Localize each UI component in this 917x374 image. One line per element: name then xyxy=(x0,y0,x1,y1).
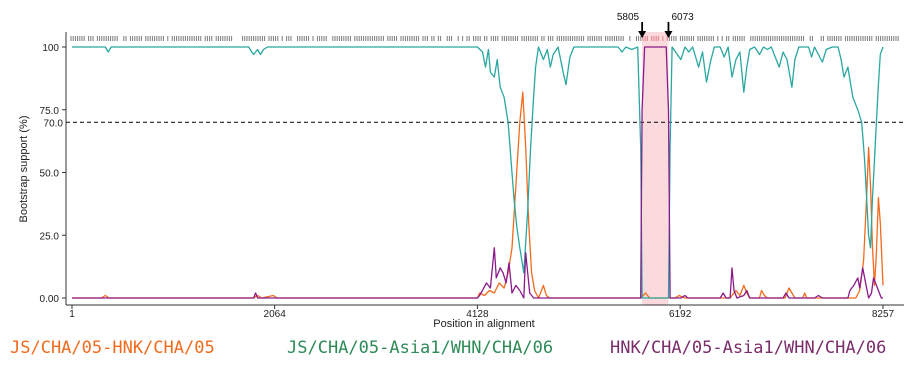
y-tick-label: 75.0 xyxy=(40,106,60,117)
legend: JS/CHA/05-HNK/CHA/05 JS/CHA/05-Asia1/WHN… xyxy=(0,338,917,368)
threshold-label: 70.0 xyxy=(44,118,64,129)
bootstrap-chart: 0.00 25.0 50.0 75.0 100 1 2064 4128 6192 8257 58… xyxy=(18,12,904,330)
axes-layer xyxy=(65,32,904,306)
highlight-band-layer xyxy=(642,32,669,305)
y-tick-label: 50.0 xyxy=(40,169,60,180)
series-line-3 xyxy=(72,46,883,299)
breakpoint-layer: 5805 6073 xyxy=(617,12,694,38)
breakpoint-label: 6073 xyxy=(671,12,694,23)
breakpoint-arrow-head xyxy=(638,31,647,38)
x-axis-label: Position in alignment xyxy=(433,318,535,330)
x-tick-label: 8257 xyxy=(872,309,895,320)
y-tick-layer: 0.00 25.0 50.0 75.0 100 xyxy=(40,43,66,305)
recombination-region-band xyxy=(642,32,669,305)
x-tick-label: 2064 xyxy=(264,309,287,320)
x-tick-label: 1 xyxy=(69,309,75,320)
plot-area-background xyxy=(66,32,904,305)
x-tick-layer: 1 2064 4128 6192 8257 xyxy=(69,305,895,320)
legend-item-series-3: HNK/CHA/05-Asia1/WHN/CHA/06 xyxy=(610,338,887,358)
breakpoint-arrow-head xyxy=(664,31,673,38)
y-tick-label: 0.00 xyxy=(40,294,60,305)
y-axis-label: Bootstrap support (%) xyxy=(18,116,30,223)
x-tick-label: 4128 xyxy=(466,309,489,320)
series-line-2 xyxy=(72,46,884,299)
informative-sites-strip xyxy=(70,36,899,41)
y-tick-label: 25.0 xyxy=(40,231,60,242)
breakpoint-label: 5805 xyxy=(617,12,640,23)
legend-item-series-1: JS/CHA/05-HNK/CHA/05 xyxy=(10,338,215,358)
y-tick-label: 100 xyxy=(42,43,59,54)
series-layer xyxy=(72,46,884,299)
legend-item-series-2: JS/CHA/05-Asia1/WHN/CHA/06 xyxy=(287,338,554,358)
x-tick-label: 6192 xyxy=(669,309,692,320)
